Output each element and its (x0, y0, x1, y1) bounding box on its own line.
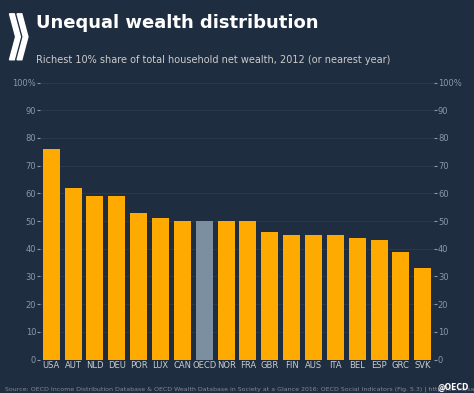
Bar (239, 221, 256, 360)
Text: Richest 10% share of total household net wealth, 2012 (or nearest year): Richest 10% share of total household net… (36, 55, 390, 65)
Bar (174, 221, 191, 360)
Bar (218, 221, 235, 360)
Text: Unequal wealth distribution: Unequal wealth distribution (36, 14, 318, 32)
Bar (392, 252, 410, 360)
Bar (130, 213, 147, 360)
Bar (327, 235, 344, 360)
Bar (152, 218, 169, 360)
Text: @OECD: @OECD (438, 383, 469, 392)
Bar (414, 268, 431, 360)
Bar (86, 196, 103, 360)
Bar (283, 235, 300, 360)
Bar (108, 196, 125, 360)
Text: Source: OECD Income Distribution Database & OECD Wealth Database in Society at a: Source: OECD Income Distribution Databas… (5, 387, 474, 392)
Bar (349, 238, 366, 360)
Bar (64, 188, 82, 360)
Bar (261, 232, 278, 360)
Polygon shape (17, 14, 28, 60)
Bar (43, 149, 60, 360)
Bar (196, 221, 213, 360)
Polygon shape (9, 14, 20, 60)
Bar (371, 241, 388, 360)
Bar (305, 235, 322, 360)
